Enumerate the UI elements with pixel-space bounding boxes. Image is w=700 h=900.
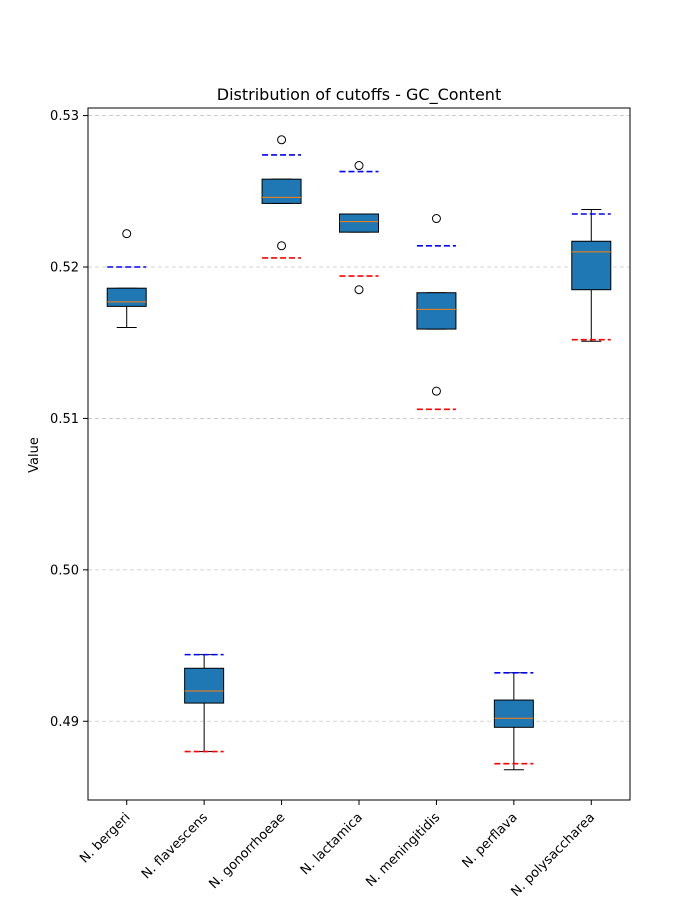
axes: 0.49 0.50 0.51 0.52 0.53 N. bergeri N. flavesc… xyxy=(50,109,598,900)
x-tick-label: N. meningitidis xyxy=(363,810,443,890)
grid-lines xyxy=(88,115,630,722)
box xyxy=(339,213,379,233)
outlier-point xyxy=(277,241,287,251)
outlier-point xyxy=(431,386,441,396)
box xyxy=(571,240,612,291)
outlier-point xyxy=(277,135,287,145)
y-tick-label: 0.49 xyxy=(50,715,79,730)
outlier-point xyxy=(431,214,441,224)
outlier-point xyxy=(354,161,364,171)
chart-title: Distribution of cutoffs - GC_Content xyxy=(217,85,501,105)
box xyxy=(261,178,302,204)
y-tick-label: 0.50 xyxy=(50,563,79,578)
box-group xyxy=(339,161,379,295)
box-group xyxy=(184,653,225,753)
box-group xyxy=(106,229,147,329)
box xyxy=(184,667,225,704)
box-group xyxy=(493,672,534,771)
y-tick-label: 0.52 xyxy=(50,260,79,275)
x-tick-label: N. polysaccharea xyxy=(508,810,598,900)
x-tick-label: N. lactamica xyxy=(298,810,366,878)
box xyxy=(416,292,457,330)
box xyxy=(106,287,147,307)
y-tick-label: 0.53 xyxy=(50,109,79,124)
x-tick-label: N. perflava xyxy=(460,810,521,871)
y-tick-label: 0.51 xyxy=(50,412,79,427)
box-group xyxy=(571,208,612,342)
box-group xyxy=(261,135,302,259)
x-tick-label: N. bergeri xyxy=(77,810,133,866)
plot-area xyxy=(106,135,612,771)
outlier-point xyxy=(122,229,132,239)
box-group xyxy=(416,214,457,411)
y-axis-label: Value xyxy=(27,437,42,473)
box xyxy=(493,699,534,728)
outlier-point xyxy=(354,285,364,295)
plot-frame xyxy=(87,107,631,801)
x-tick-label: N. flavescens xyxy=(139,810,211,882)
x-tick-label: N. gonorrhoeae xyxy=(207,810,289,892)
